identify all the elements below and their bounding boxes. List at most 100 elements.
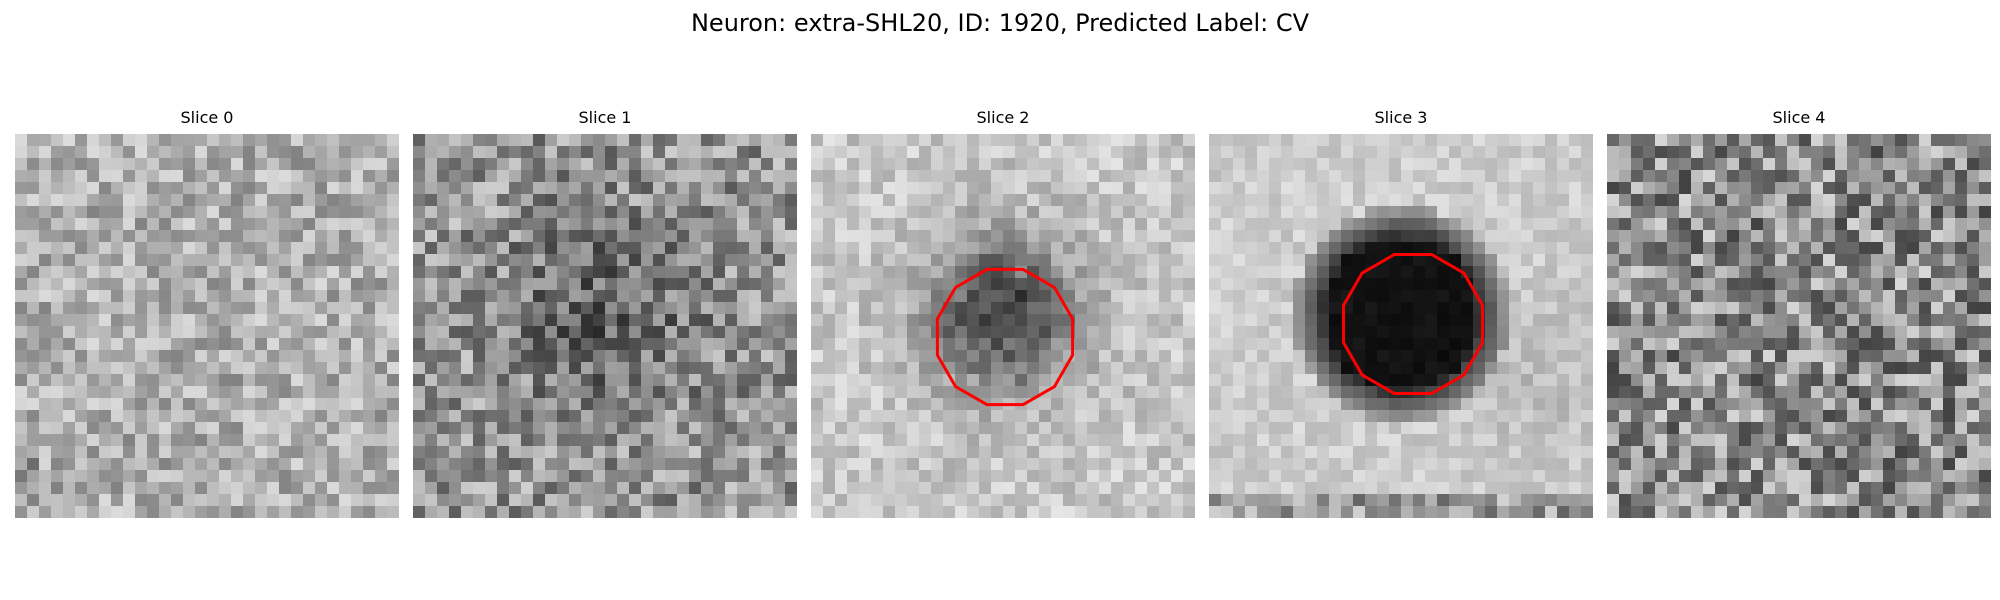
- slice-pixel: [1147, 410, 1160, 423]
- slice-pixel: [991, 230, 1004, 243]
- slice-pixel: [425, 146, 438, 159]
- slice-pixel: [1631, 314, 1644, 327]
- slice-pixel: [545, 182, 558, 195]
- slice-pixel: [835, 242, 848, 255]
- slice-pixel: [255, 254, 268, 267]
- slice-pixel: [99, 350, 112, 363]
- slice-pixel: [1087, 398, 1100, 411]
- slice-pixel: [15, 410, 28, 423]
- slice-pixel: [689, 242, 702, 255]
- slice-pixel: [919, 230, 932, 243]
- slice-pixel: [1607, 458, 1620, 471]
- slice-pixel: [15, 494, 28, 507]
- slice-pixel: [785, 386, 797, 399]
- slice-pixel: [773, 242, 786, 255]
- slice-pixel: [1835, 158, 1848, 171]
- slice-pixel: [1979, 446, 1991, 459]
- slice-pixel: [871, 182, 884, 195]
- slice-pixel: [1619, 458, 1632, 471]
- slice-pixel: [593, 410, 606, 423]
- slice-pixel: [327, 302, 340, 315]
- slice-pixel: [569, 314, 582, 327]
- slice-pixel: [1329, 170, 1342, 183]
- slice-pixel: [509, 458, 522, 471]
- slice-pixel: [327, 398, 340, 411]
- slice-pixel: [689, 446, 702, 459]
- slice-pixel: [1919, 338, 1932, 351]
- slice-pixel: [1365, 314, 1378, 327]
- slice-pixel: [955, 434, 968, 447]
- slice-pixel: [111, 470, 124, 483]
- slice-pixel: [461, 350, 474, 363]
- slice-pixel: [689, 146, 702, 159]
- slice-pixel: [593, 182, 606, 195]
- slice-pixel: [1631, 206, 1644, 219]
- slice-pixel: [339, 434, 352, 447]
- slice-pixel: [677, 434, 690, 447]
- slice-pixel: [1159, 446, 1172, 459]
- slice-pixel: [473, 374, 486, 387]
- slice-pixel: [895, 134, 908, 147]
- slice-pixel: [1569, 266, 1582, 279]
- slice-pixel: [1799, 134, 1812, 147]
- slice-pixel: [51, 374, 64, 387]
- slice-pixel: [1063, 494, 1076, 507]
- slice-pixel: [339, 314, 352, 327]
- slice-pixel: [1679, 194, 1692, 207]
- slice-pixel: [1871, 242, 1884, 255]
- slice-pixel: [1521, 230, 1534, 243]
- slice-pixel: [473, 350, 486, 363]
- slice-pixel: [111, 482, 124, 495]
- slice-pixel: [1147, 290, 1160, 303]
- slice-pixel: [1087, 278, 1100, 291]
- slice-pixel: [1329, 458, 1342, 471]
- slice-pixel: [291, 506, 304, 518]
- slice-pixel: [1425, 266, 1438, 279]
- slice-pixel: [581, 290, 594, 303]
- slice-pixel: [1317, 386, 1330, 399]
- slice-pixel: [51, 470, 64, 483]
- slice-pixel: [1509, 182, 1522, 195]
- slice-pixel: [1533, 302, 1546, 315]
- slice-pixel: [1485, 134, 1498, 147]
- slice-pixel: [339, 458, 352, 471]
- slice-pixel: [1473, 470, 1486, 483]
- slice-pixel: [749, 206, 762, 219]
- slice-pixel: [1533, 254, 1546, 267]
- slice-pixel: [725, 506, 738, 518]
- slice-pixel: [1631, 434, 1644, 447]
- slice-pixel: [1281, 266, 1294, 279]
- slice-pixel: [497, 242, 510, 255]
- slice-pixel: [773, 506, 786, 518]
- slice-pixel: [1051, 338, 1064, 351]
- slice-pixel: [195, 362, 208, 375]
- slice-pixel: [1027, 218, 1040, 231]
- slice-pixel: [1281, 194, 1294, 207]
- slice-pixel: [1775, 374, 1788, 387]
- slice-pixel: [207, 362, 220, 375]
- slice-pixel: [1317, 494, 1330, 507]
- slice-pixel: [1955, 314, 1968, 327]
- slice-pixel: [63, 458, 76, 471]
- slice-pixel: [1233, 398, 1246, 411]
- slice-pixel: [593, 194, 606, 207]
- slice-pixel: [1655, 314, 1668, 327]
- slice-pixel: [895, 386, 908, 399]
- slice-pixel: [605, 338, 618, 351]
- slice-pixel: [1871, 134, 1884, 147]
- slice-pixel: [1171, 362, 1184, 375]
- slice-pixel: [1631, 266, 1644, 279]
- slice-pixel: [725, 494, 738, 507]
- slice-pixel: [1389, 158, 1402, 171]
- slice-pixel: [1171, 482, 1184, 495]
- slice-pixel: [99, 314, 112, 327]
- slice-pixel: [1159, 386, 1172, 399]
- slice-pixel: [1159, 422, 1172, 435]
- slice-pixel: [1799, 158, 1812, 171]
- slice-pixel: [629, 158, 642, 171]
- slice-pixel: [99, 254, 112, 267]
- slice-pixel: [823, 386, 836, 399]
- slice-pixel: [1883, 446, 1896, 459]
- slice-pixel: [135, 194, 148, 207]
- slice-pixel: [1401, 302, 1414, 315]
